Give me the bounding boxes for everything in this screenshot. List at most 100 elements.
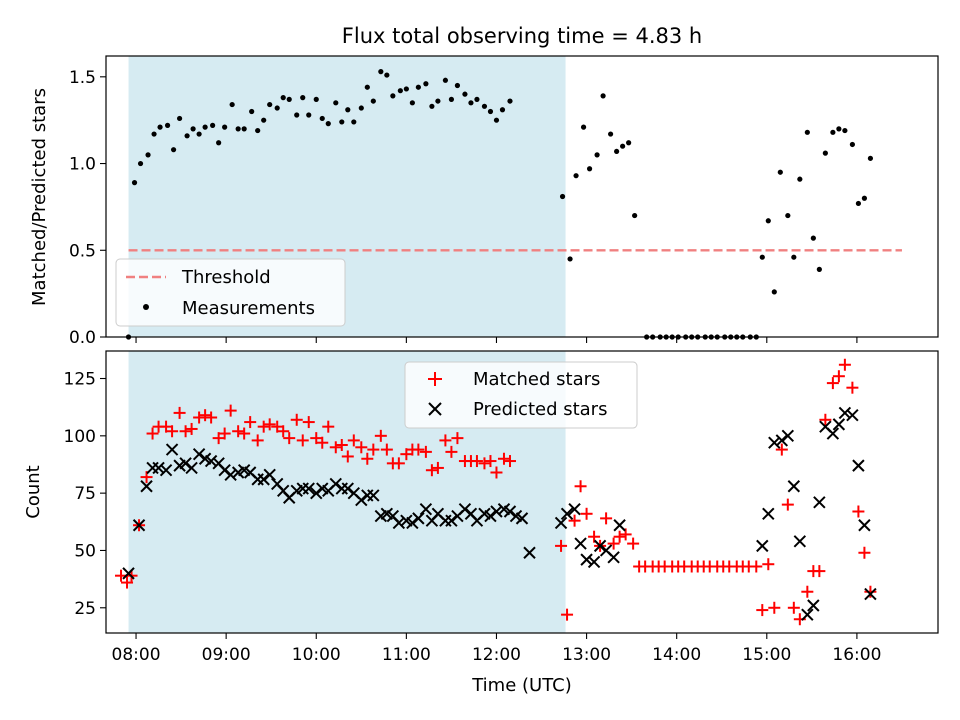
measurement-point	[507, 98, 513, 104]
matched-stars-point	[400, 448, 413, 461]
top-axes-frame	[105, 55, 939, 338]
x-tick-label: 16:00	[832, 645, 881, 665]
measurement-point	[210, 122, 216, 128]
x-tick-label: 14:00	[652, 645, 701, 665]
measurement-point	[196, 131, 202, 137]
predicted-stars-point	[826, 427, 840, 440]
measurement-point	[151, 131, 157, 137]
predicted-stars-point	[852, 459, 865, 472]
matched-stars-point	[244, 416, 257, 429]
measurement-point	[249, 108, 255, 115]
measurement-point	[313, 96, 319, 102]
bottom-marks	[115, 358, 877, 626]
predicted-stars-point	[192, 447, 206, 461]
measurement-point	[190, 126, 196, 132]
measurement-point	[777, 169, 783, 175]
measurement-point	[468, 100, 474, 106]
predicted-stars-point	[807, 599, 820, 612]
measurement-point	[319, 115, 325, 122]
measurement-point	[351, 119, 357, 125]
matched-stars-point	[218, 427, 231, 440]
bottom-y-tick-label: 75	[74, 484, 96, 504]
matched-stars-point	[762, 558, 775, 571]
matched-stars-point	[451, 432, 464, 445]
predicted-stars-point	[793, 535, 807, 548]
measurement-point	[614, 148, 620, 155]
measurement-point	[325, 121, 331, 127]
matched-stars-point	[484, 455, 497, 468]
legend-predicted-swatch	[428, 402, 442, 416]
measurement-point	[849, 141, 855, 148]
measurement-point	[836, 126, 842, 132]
predicted-stars-point	[832, 418, 846, 431]
matched-stars-point	[179, 425, 192, 438]
measurement-point	[222, 124, 228, 130]
x-axis-label: Time (UTC)	[471, 675, 572, 696]
matched-stars-point	[140, 471, 153, 484]
measurement-point	[620, 143, 626, 149]
matched-stars-point	[212, 432, 225, 445]
matched-stars-point	[813, 565, 826, 578]
top-marks	[125, 69, 902, 340]
bottom-x-ticks: 08:00 09:00 10:00 11:00 12:00 13:00 14:00 15:00…	[112, 633, 881, 665]
measurement-point	[294, 112, 300, 118]
predicted-stars-point	[355, 493, 368, 507]
top-y-axis-label: Matched/Predicted stars	[29, 88, 50, 306]
predicted-stars-point	[503, 505, 517, 518]
measurement-point	[481, 103, 488, 109]
matched-stars-point	[627, 537, 640, 550]
measurement-point	[867, 155, 874, 161]
x-tick-label: 12:00	[472, 645, 521, 665]
legend-measurements-label: Measurements	[182, 298, 315, 319]
matched-stars-point	[858, 546, 871, 559]
measurement-point	[435, 98, 441, 104]
predicted-stars-point	[257, 473, 270, 486]
predicted-stars-point	[302, 482, 315, 495]
matched-stars-point	[347, 434, 360, 447]
measurement-point	[462, 91, 468, 97]
bottom-y-tick-label: 50	[74, 541, 96, 561]
matched-stars-point	[768, 601, 781, 614]
matched-stars-point	[374, 429, 387, 442]
matched-stars-point	[431, 461, 444, 474]
x-tick-label: 11:00	[382, 645, 431, 665]
measurement-point	[378, 69, 384, 75]
predicted-stars-point	[159, 464, 173, 477]
measurement-point	[235, 126, 241, 132]
measurement-point	[286, 96, 292, 102]
matched-stars-point	[775, 443, 788, 456]
measurement-point	[448, 96, 455, 102]
measurement-point	[306, 112, 312, 118]
matched-stars-point	[787, 601, 800, 614]
top-legend-box	[115, 258, 346, 327]
matched-stars-point	[580, 507, 593, 520]
measurement-point	[804, 129, 810, 135]
measurement-point	[842, 127, 848, 134]
measurement-point	[145, 152, 151, 158]
measurement-point	[580, 124, 587, 130]
measurement-point	[861, 195, 868, 201]
matched-stars-point	[750, 560, 763, 573]
predicted-stars-point	[140, 480, 153, 493]
legend-measurements-swatch	[143, 304, 149, 310]
matched-stars-point	[173, 406, 186, 419]
predicted-stars-point	[310, 486, 323, 500]
bottom-y-tick-label: 25	[74, 599, 96, 619]
measurement-point	[816, 266, 822, 272]
matched-stars-point	[846, 381, 859, 394]
measurement-point	[409, 100, 415, 106]
predicted-stars-point	[846, 408, 859, 422]
predicted-stars-point	[484, 509, 497, 523]
matched-stars-point	[380, 443, 393, 456]
matched-stars-point	[271, 420, 284, 433]
measurement-point	[415, 84, 421, 90]
measurement-point	[765, 218, 771, 224]
matched-stars-point	[232, 425, 245, 438]
predicted-stars-point	[554, 516, 568, 530]
predicted-stars-point	[341, 482, 354, 495]
top-y-tick-label: 0.0	[69, 328, 96, 348]
matched-stars-point	[574, 480, 587, 493]
top-y-tick-label: 1.0	[69, 155, 96, 175]
matched-stars-point	[555, 539, 568, 552]
predicted-stars-point	[204, 454, 218, 468]
